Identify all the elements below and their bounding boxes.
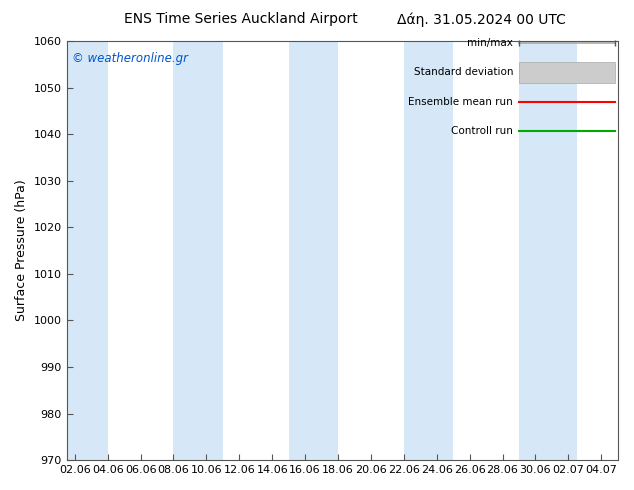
Text: Controll run: Controll run — [451, 126, 513, 136]
Text: © weatheronline.gr: © weatheronline.gr — [72, 51, 188, 65]
Text: Standard deviation: Standard deviation — [413, 68, 513, 77]
Bar — [174, 41, 223, 460]
Bar — [519, 41, 576, 460]
Text: min/max: min/max — [467, 38, 513, 48]
Y-axis label: Surface Pressure (hPa): Surface Pressure (hPa) — [15, 180, 28, 321]
Text: Δάη. 31.05.2024 00 UTC: Δάη. 31.05.2024 00 UTC — [398, 12, 566, 27]
Bar — [519, 62, 615, 83]
Text: Ensemble mean run: Ensemble mean run — [408, 97, 513, 107]
Bar — [404, 41, 453, 460]
Bar — [58, 41, 108, 460]
Bar — [288, 41, 338, 460]
Text: ENS Time Series Auckland Airport: ENS Time Series Auckland Airport — [124, 12, 358, 26]
